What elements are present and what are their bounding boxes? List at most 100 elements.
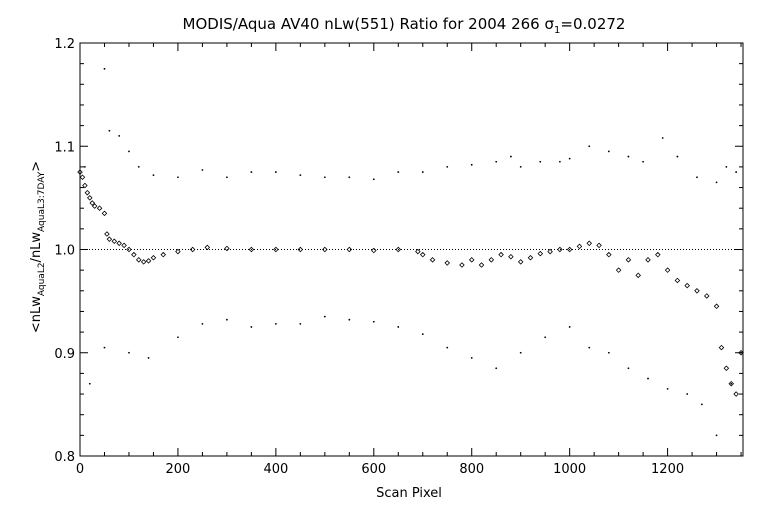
upper-point	[470, 163, 473, 166]
upper-point	[177, 176, 179, 179]
mean-point	[140, 259, 147, 265]
y-tick-label: 1.0	[54, 244, 75, 259]
upper-point	[519, 166, 522, 168]
lower-point	[88, 382, 91, 385]
mean-point	[371, 247, 377, 254]
lower-point	[225, 318, 228, 321]
mean-point	[468, 257, 475, 263]
lower-point	[348, 318, 351, 321]
lower-point	[740, 351, 742, 354]
mean-point	[508, 253, 514, 260]
lower-point	[568, 326, 571, 328]
lower-point	[421, 333, 424, 336]
mean-point	[419, 251, 426, 258]
mean-point	[733, 391, 739, 397]
mean-point	[674, 277, 681, 284]
mean-point	[189, 246, 196, 253]
mean-point	[635, 272, 641, 279]
upper-point	[446, 166, 449, 168]
mean-point	[248, 246, 255, 253]
y-tick-label: 1.1	[54, 140, 75, 155]
lower-point	[647, 377, 649, 380]
lower-point	[274, 322, 277, 325]
lower-point	[686, 393, 689, 395]
upper-point	[588, 145, 591, 148]
lower-point	[323, 315, 326, 318]
mean-point	[160, 251, 167, 258]
mean-point	[718, 344, 725, 351]
upper-point	[421, 171, 424, 173]
mean-point	[547, 248, 553, 255]
upper-point	[568, 157, 571, 160]
mean-point	[111, 238, 118, 245]
mean-point	[694, 288, 700, 294]
mean-point	[204, 244, 211, 251]
mean-point	[557, 246, 563, 253]
mean-point	[346, 246, 353, 253]
mean-point	[96, 205, 103, 211]
x-tick-label: 0	[76, 462, 84, 477]
mean-point	[478, 262, 485, 268]
mean-point	[703, 293, 710, 299]
x-tick-label: 1000	[553, 462, 586, 477]
mean-point	[517, 259, 524, 265]
mean-point	[586, 240, 593, 247]
mean-point	[566, 246, 573, 253]
lower-point	[201, 322, 204, 325]
mean-point	[104, 231, 110, 237]
upper-point	[735, 171, 738, 173]
mean-point	[395, 246, 402, 253]
x-tick-label: 400	[263, 462, 288, 477]
upper-point	[137, 166, 140, 168]
mean-point	[664, 267, 671, 273]
mean-point	[79, 174, 86, 180]
mean-point	[537, 250, 544, 257]
mean-point	[91, 203, 98, 209]
lower-point	[730, 382, 733, 385]
upper-point	[128, 150, 130, 153]
upper-point	[642, 160, 645, 163]
lower-point	[177, 336, 179, 339]
chart-title: MODIS/Aqua AV40 nLw(551) Ratio for 2004 …	[183, 15, 626, 36]
mean-point	[429, 257, 436, 263]
lower-point	[103, 346, 106, 349]
mean-point	[150, 254, 157, 261]
lower-point	[299, 322, 302, 325]
lower-point	[666, 387, 669, 390]
y-tick-label: 0.8	[54, 450, 75, 465]
upper-point	[539, 160, 542, 163]
upper-point	[696, 176, 698, 179]
lower-point	[519, 351, 522, 354]
lower-point	[700, 403, 703, 406]
upper-point	[676, 155, 679, 158]
plot-area: 0 200 400 600 800 1000 1200 0.8 0.9 1.0 1.1 1.2	[54, 37, 744, 477]
mean-point	[684, 282, 690, 289]
mean-point	[625, 257, 632, 263]
mean-point	[488, 257, 495, 263]
mean-point	[498, 251, 504, 258]
mean-point	[655, 251, 661, 258]
mean-point	[576, 243, 583, 250]
x-tick-label: 200	[166, 462, 191, 477]
lower-point	[446, 346, 449, 349]
upper-point	[627, 155, 630, 158]
mean-point	[121, 242, 127, 249]
mean-point	[84, 189, 91, 196]
lower-point	[372, 320, 375, 323]
upper-point	[83, 166, 86, 168]
lower-point	[495, 367, 498, 370]
mean-point	[135, 257, 142, 263]
mean-point	[131, 251, 137, 258]
upper-point	[225, 176, 228, 179]
upper-point	[274, 171, 277, 173]
lower-point	[607, 351, 610, 354]
mean-point	[444, 260, 451, 266]
x-axis-label: Scan Pixel	[376, 486, 442, 501]
upper-point	[201, 169, 204, 171]
y-tick-label: 1.2	[54, 37, 75, 52]
mean-point	[596, 242, 602, 249]
mean-point	[89, 200, 96, 206]
mean-point	[126, 246, 132, 253]
mean-point	[723, 365, 730, 372]
